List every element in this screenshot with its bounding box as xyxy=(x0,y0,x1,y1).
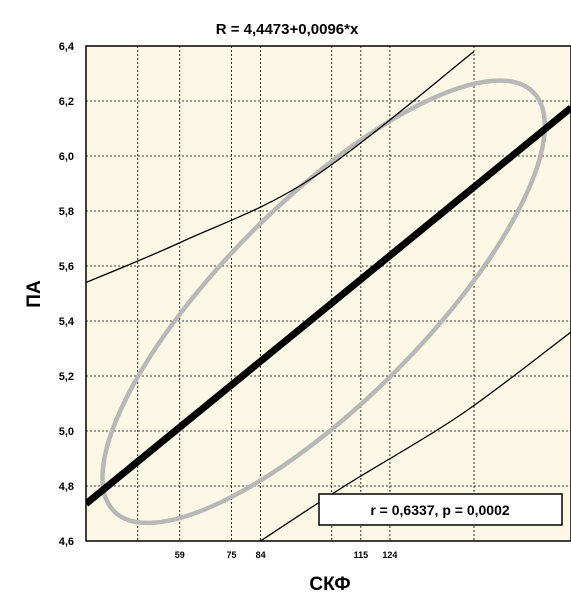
regression-line xyxy=(86,105,571,507)
y-tick-label: 5,6 xyxy=(59,261,74,273)
x-tick-label: 75 xyxy=(226,550,236,560)
y-tick-label: 5,0 xyxy=(59,426,74,438)
x-tick-label: 124 xyxy=(382,550,397,560)
stats-box-frame xyxy=(318,493,563,526)
plot-background xyxy=(86,46,571,541)
y-tick-label: 5,8 xyxy=(59,206,74,218)
y-axis-label: ПА xyxy=(24,280,45,308)
confidence-ellipse xyxy=(100,78,548,526)
y-tick-label: 6,0 xyxy=(59,151,74,163)
y-tick-labels: 4,6 4,8 5,0 5,2 5,4 5,6 5,8 6,0 6,2 6,4 xyxy=(59,41,75,548)
x-tick-label: 84 xyxy=(256,550,266,560)
chart-title: R = 4,4473+0,0096*x xyxy=(216,21,359,38)
y-tick-label: 6,4 xyxy=(59,41,75,53)
x-axis-label: СКФ xyxy=(309,574,350,595)
x-tick-labels: 59 75 84 115 124 xyxy=(175,550,398,560)
stats-label: r = 0,6337, p = 0,0002 xyxy=(370,502,510,518)
y-tick-label: 4,6 xyxy=(59,536,74,548)
y-tick-label: 5,2 xyxy=(59,371,74,383)
y-tick-label: 4,8 xyxy=(59,481,74,493)
lower-confidence-band xyxy=(260,331,571,541)
x-tick-label: 115 xyxy=(354,550,369,560)
upper-confidence-band xyxy=(86,50,475,284)
plot-contents xyxy=(86,50,571,541)
stats-box: r = 0,6337, p = 0,0002 xyxy=(318,493,563,526)
x-tick-label: 59 xyxy=(175,550,185,560)
y-tick-label: 6,2 xyxy=(59,96,74,108)
plot-border xyxy=(85,45,571,542)
y-tick-label: 5,4 xyxy=(59,316,75,328)
